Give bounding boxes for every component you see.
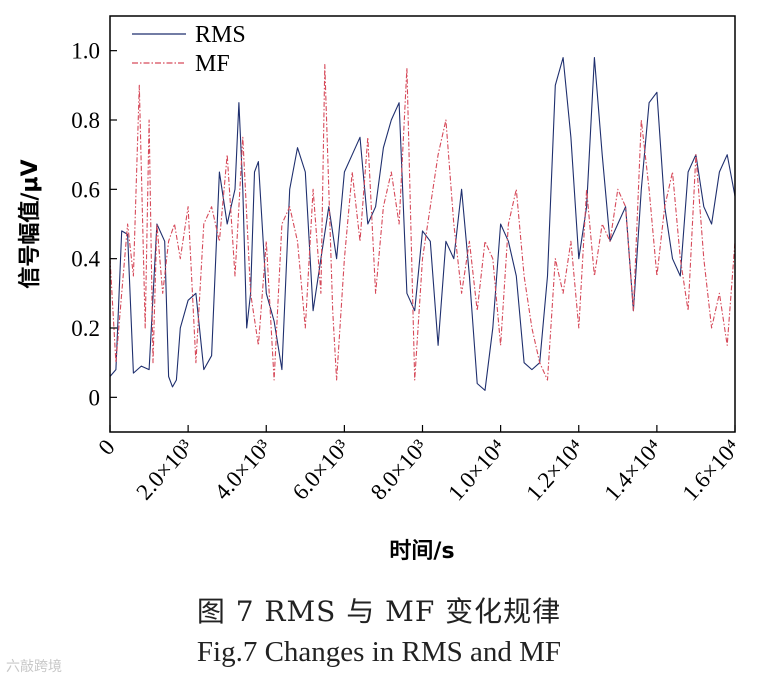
y-tick-label: 0.8 — [71, 108, 100, 133]
y-tick-label: 0.4 — [71, 247, 100, 272]
y-axis: 0 0.2 0.4 0.6 0.8 1.0 — [71, 39, 117, 410]
x-tick-label: 1.4×10⁴ — [599, 435, 666, 506]
x-tick-label: 8.0×10³ — [366, 435, 433, 505]
y-tick-label: 0.6 — [71, 177, 100, 202]
figure-caption-chinese: 图 7 RMS 与 MF 变化规律 — [196, 595, 562, 628]
figure-caption-english: Fig.7 Changes in RMS and MF — [196, 636, 562, 668]
x-axis: 0 2.0×10³ 4.0×10³ 6.0×10³ 8.0×10³ 1.0×10⁴ 1.2×… — [93, 425, 745, 506]
x-axis-label: 时间/s — [389, 539, 454, 564]
legend-label-rms: RMS — [195, 22, 246, 48]
x-tick-label: 1.0×10⁴ — [443, 435, 510, 506]
y-tick-label: 0.2 — [71, 316, 100, 341]
watermark: 六敲跨境 — [6, 659, 62, 675]
x-tick-label: 0 — [93, 435, 119, 460]
legend-label-mf: MF — [195, 51, 230, 77]
legend: RMS MF — [132, 22, 246, 77]
plot-series — [109, 57, 736, 391]
y-tick-label: 1.0 — [71, 39, 100, 64]
x-tick-label: 1.2×10⁴ — [521, 435, 588, 506]
x-tick-label: 2.0×10³ — [131, 435, 198, 505]
y-axis-label: 信号幅值/μV — [17, 159, 43, 288]
x-tick-label: 4.0×10³ — [209, 435, 276, 505]
x-tick-label: 1.6×10⁴ — [677, 435, 744, 506]
series-line-mf — [109, 63, 736, 381]
chart: 0 0.2 0.4 0.6 0.8 1.0 0 2.0×10³ 4.0×10³ 6.0×10³ 8… — [17, 15, 745, 564]
x-tick-label: 6.0×10³ — [288, 435, 355, 505]
y-tick-label: 0 — [89, 385, 101, 410]
